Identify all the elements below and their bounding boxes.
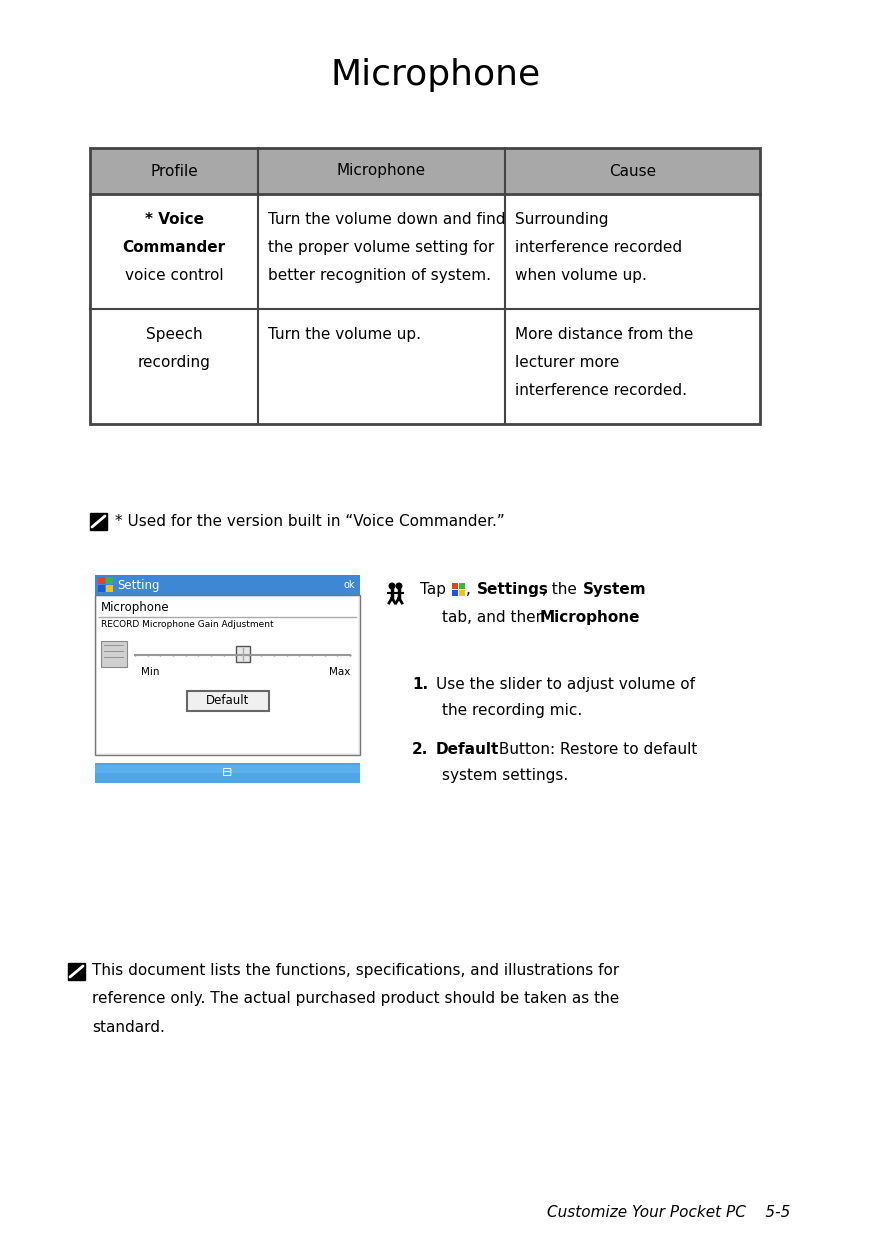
Bar [68, 963, 85, 980]
Bar [90, 149, 760, 423]
Text: .: . [633, 610, 638, 625]
Text: system settings.: system settings. [442, 768, 569, 782]
Text: Customize Your Pocket PC    5-5: Customize Your Pocket PC 5-5 [547, 1205, 790, 1219]
Text: interference recorded: interference recorded [515, 240, 682, 255]
Bar [95, 595, 360, 755]
Bar [187, 691, 269, 711]
Bar [90, 513, 107, 530]
Text: Microphone: Microphone [331, 58, 541, 92]
Bar [459, 583, 465, 589]
Bar [106, 586, 113, 592]
Bar [95, 765, 360, 773]
Text: * Used for the version built in “Voice Commander.”: * Used for the version built in “Voice C… [115, 514, 505, 529]
Text: Use the slider to adjust volume of: Use the slider to adjust volume of [436, 677, 695, 692]
Bar [90, 149, 760, 194]
Bar [452, 591, 458, 595]
Text: standard.: standard. [92, 1020, 165, 1035]
Bar [98, 577, 105, 584]
Text: Cause: Cause [609, 163, 656, 178]
Bar [452, 583, 458, 589]
Text: ok: ok [344, 579, 355, 591]
Text: Microphone: Microphone [337, 163, 426, 178]
Text: the recording mic.: the recording mic. [442, 703, 582, 718]
Circle shape [389, 583, 396, 589]
Text: lecturer more: lecturer more [515, 355, 619, 370]
Text: the proper volume setting for: the proper volume setting for [268, 240, 494, 255]
Text: voice control: voice control [125, 267, 223, 284]
Text: 2.: 2. [412, 742, 428, 756]
Bar [97, 597, 358, 753]
Text: Min: Min [140, 667, 160, 677]
Bar [459, 591, 465, 595]
Text: RECORD Microphone Gain Adjustment: RECORD Microphone Gain Adjustment [101, 620, 274, 629]
Text: , the: , the [542, 582, 582, 597]
Text: interference recorded.: interference recorded. [515, 383, 687, 397]
Text: when volume up.: when volume up. [515, 267, 647, 284]
Bar [235, 646, 249, 662]
Text: Turn the volume up.: Turn the volume up. [268, 327, 421, 342]
Text: Setting: Setting [117, 578, 160, 592]
Text: better recognition of system.: better recognition of system. [268, 267, 491, 284]
Text: * Voice: * Voice [145, 212, 203, 227]
Text: Max: Max [330, 667, 351, 677]
Text: More distance from the: More distance from the [515, 327, 693, 342]
Text: Button: Restore to default: Button: Restore to default [494, 742, 698, 756]
Bar [95, 763, 360, 782]
Circle shape [396, 583, 403, 589]
Text: Microphone: Microphone [101, 600, 170, 614]
Text: Profile: Profile [150, 163, 198, 178]
Text: Microphone: Microphone [540, 610, 641, 625]
Bar [106, 577, 113, 584]
Text: Default: Default [206, 695, 249, 707]
Text: Tap: Tap [420, 582, 456, 597]
Text: ,: , [466, 582, 476, 597]
Text: ⊟: ⊟ [222, 766, 233, 780]
Text: This document lists the functions, specifications, and illustrations for: This document lists the functions, speci… [92, 963, 619, 978]
Bar [95, 574, 360, 595]
Text: Surrounding: Surrounding [515, 212, 609, 227]
Text: tab, and then: tab, and then [442, 610, 550, 625]
Text: recording: recording [138, 355, 210, 370]
Text: 1.: 1. [412, 677, 428, 692]
Text: Turn the volume down and find: Turn the volume down and find [268, 212, 506, 227]
Text: System: System [583, 582, 647, 597]
Text: Speech: Speech [146, 327, 202, 342]
Text: Settings: Settings [477, 582, 548, 597]
Text: reference only. The actual purchased product should be taken as the: reference only. The actual purchased pro… [92, 992, 619, 1006]
Text: Commander: Commander [122, 240, 226, 255]
Text: Default: Default [436, 742, 500, 756]
Bar [98, 586, 105, 592]
Bar [101, 641, 127, 667]
